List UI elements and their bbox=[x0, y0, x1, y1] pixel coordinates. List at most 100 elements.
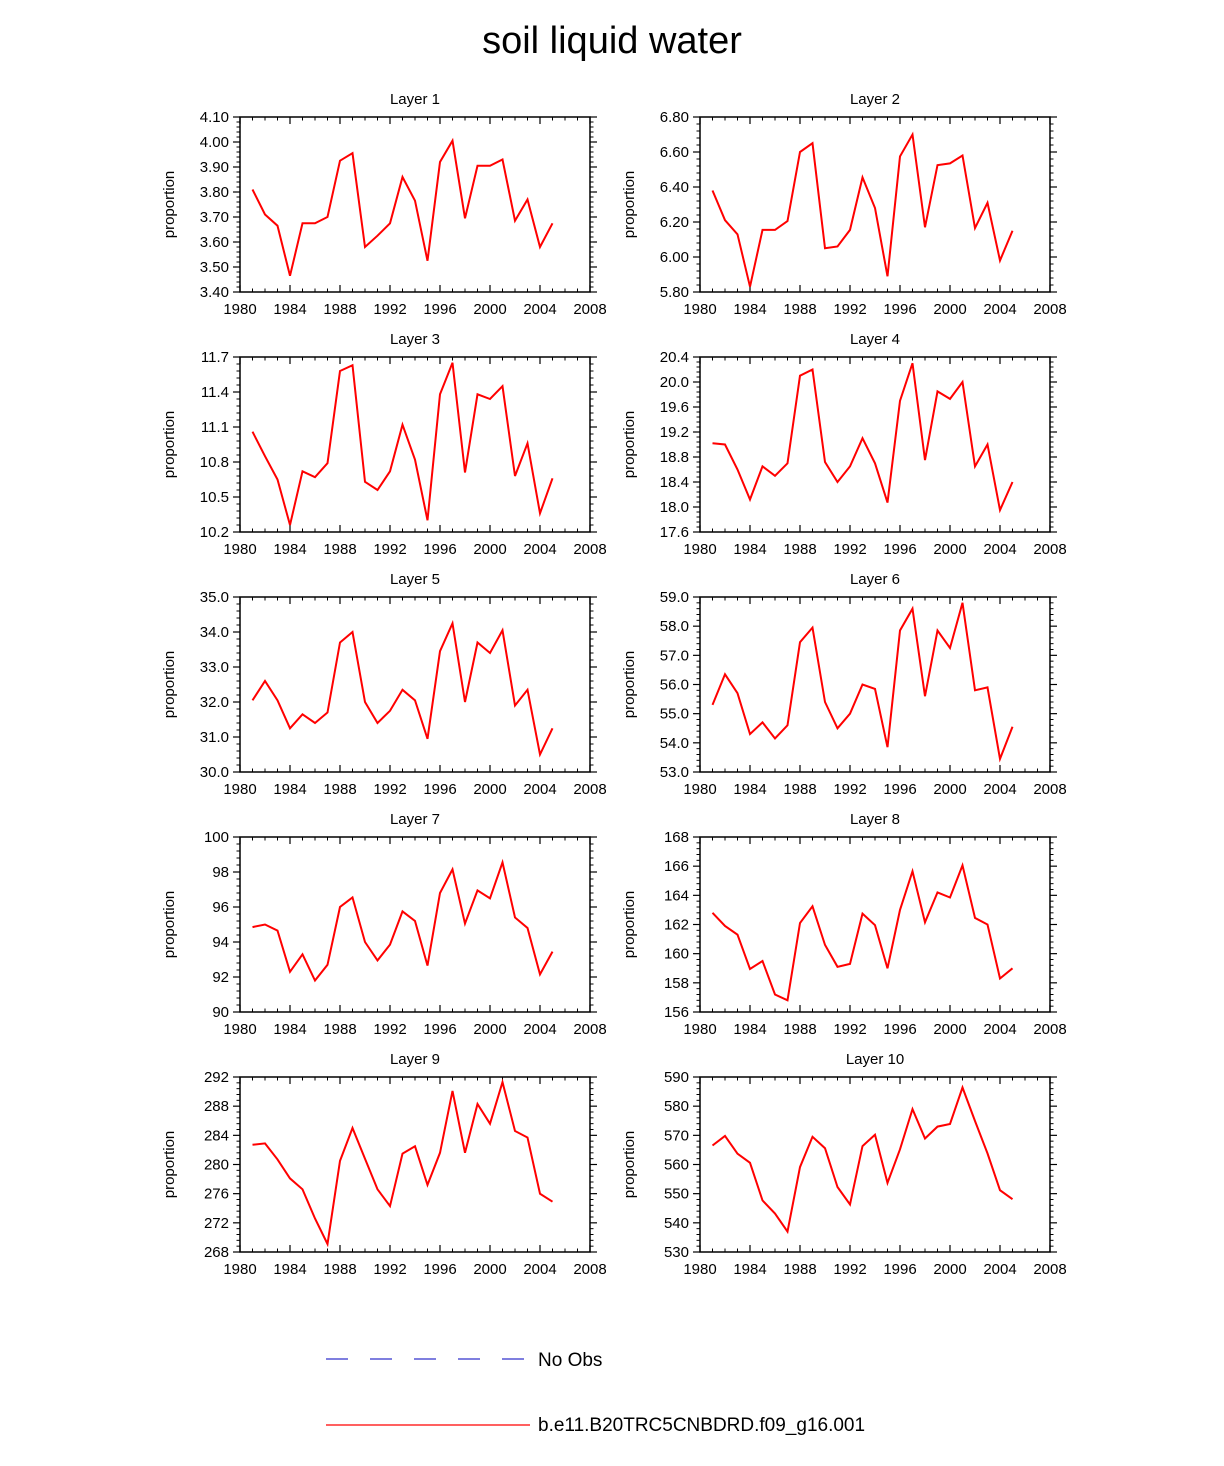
y-tick-label: 20.4 bbox=[660, 349, 689, 366]
x-tick-label: 1992 bbox=[833, 1261, 866, 1278]
y-tick-label: 33.0 bbox=[200, 659, 229, 676]
y-tick-label: 10.2 bbox=[200, 524, 229, 541]
x-tick-label: 2004 bbox=[983, 781, 1016, 798]
x-tick-label: 2004 bbox=[983, 1021, 1016, 1038]
x-tick-label: 1988 bbox=[323, 301, 356, 318]
panel-5: Layer 5 proportion 1980 1984 1988 1992 1996 200… bbox=[161, 571, 607, 798]
y-axis-label: proportion bbox=[621, 1131, 638, 1199]
y-tick-label: 6.20 bbox=[660, 214, 689, 231]
y-tick-label: 580 bbox=[664, 1098, 689, 1115]
y-tick-label: 35.0 bbox=[200, 589, 229, 606]
series-line bbox=[251, 362, 554, 526]
y-tick-label: 57.0 bbox=[660, 647, 689, 664]
panel-9: Layer 9 proportion 1980 1984 1988 1992 1996 200… bbox=[161, 1051, 607, 1278]
x-tick-label: 1980 bbox=[223, 541, 256, 558]
x-tick-label: 1984 bbox=[733, 541, 766, 558]
y-tick-label: 11.7 bbox=[201, 349, 229, 366]
plot-frame bbox=[699, 356, 1051, 533]
x-tick-label: 1996 bbox=[883, 301, 916, 318]
y-tick-label: 3.80 bbox=[200, 184, 229, 201]
y-tick-label: 54.0 bbox=[660, 735, 689, 752]
y-tick-label: 94 bbox=[212, 934, 229, 951]
series-line bbox=[711, 602, 1014, 763]
y-tick-label: 18.4 bbox=[660, 474, 689, 491]
y-tick-label: 3.60 bbox=[200, 234, 229, 251]
y-tick-label: 11.4 bbox=[201, 384, 229, 401]
panel-1: Layer 1 proportion 1980 1984 1988 1992 1996 200… bbox=[161, 91, 607, 318]
x-tick-label: 1984 bbox=[273, 301, 306, 318]
x-tick-label: 1980 bbox=[683, 1261, 716, 1278]
y-axis-label: proportion bbox=[621, 651, 638, 719]
y-tick-label: 56.0 bbox=[660, 677, 689, 694]
series-line bbox=[712, 362, 1014, 514]
x-tick-label: 1980 bbox=[683, 1021, 716, 1038]
y-tick-label: 272 bbox=[204, 1215, 229, 1232]
y-axis-label: proportion bbox=[621, 891, 638, 959]
x-tick-label: 2000 bbox=[933, 1261, 966, 1278]
y-tick-label: 6.00 bbox=[660, 249, 689, 266]
series-line bbox=[711, 862, 1014, 1002]
x-tick-label: 1980 bbox=[223, 301, 256, 318]
y-tick-label: 34.0 bbox=[200, 624, 229, 641]
x-tick-label: 1992 bbox=[373, 1021, 406, 1038]
x-tick-label: 1996 bbox=[423, 301, 456, 318]
y-tick-label: 20.0 bbox=[660, 374, 689, 391]
x-tick-label: 2000 bbox=[933, 781, 966, 798]
panel-title: Layer 9 bbox=[390, 1051, 440, 1068]
y-tick-label: 6.40 bbox=[660, 179, 689, 196]
x-tick-label: 1996 bbox=[423, 541, 456, 558]
y-tick-label: 6.80 bbox=[660, 109, 689, 126]
x-tick-label: 2000 bbox=[473, 1261, 506, 1278]
y-axis-label: proportion bbox=[621, 171, 638, 239]
x-tick-label: 1996 bbox=[883, 541, 916, 558]
x-tick-label: 1984 bbox=[733, 1261, 766, 1278]
plot-frame bbox=[699, 1076, 1051, 1253]
x-tick-label: 1992 bbox=[373, 541, 406, 558]
x-tick-label: 2008 bbox=[1033, 1021, 1066, 1038]
y-tick-label: 158 bbox=[664, 975, 689, 992]
panel-10: Layer 10 proportion 1980 1984 1988 1992 1996 20… bbox=[621, 1051, 1067, 1278]
panel-title: Layer 1 bbox=[390, 91, 440, 108]
x-tick-label: 1984 bbox=[733, 301, 766, 318]
y-tick-label: 3.40 bbox=[200, 284, 229, 301]
y-tick-label: 10.5 bbox=[200, 489, 229, 506]
x-tick-label: 2004 bbox=[523, 781, 556, 798]
y-axis-label: proportion bbox=[161, 1131, 178, 1199]
x-tick-label: 1996 bbox=[883, 1261, 916, 1278]
x-tick-label: 2004 bbox=[523, 541, 556, 558]
y-tick-label: 10.8 bbox=[200, 454, 229, 471]
y-tick-label: 6.60 bbox=[660, 144, 689, 161]
panel-title: Layer 4 bbox=[850, 331, 900, 348]
x-tick-label: 2000 bbox=[473, 781, 506, 798]
y-axis-label: proportion bbox=[161, 171, 178, 239]
panel-3: Layer 3 proportion 1980 1984 1988 1992 1996 200… bbox=[161, 331, 607, 558]
y-axis-label: proportion bbox=[161, 891, 178, 959]
y-tick-label: 98 bbox=[212, 864, 229, 881]
series-line bbox=[711, 1084, 1014, 1235]
x-tick-label: 1996 bbox=[883, 781, 916, 798]
x-tick-label: 1980 bbox=[683, 541, 716, 558]
panel-title: Layer 2 bbox=[850, 91, 900, 108]
x-tick-label: 2008 bbox=[573, 1261, 606, 1278]
y-tick-label: 288 bbox=[204, 1098, 229, 1115]
legend-label-no-obs: No Obs bbox=[538, 1350, 602, 1371]
x-tick-label: 2000 bbox=[933, 1021, 966, 1038]
x-tick-label: 1988 bbox=[783, 301, 816, 318]
x-tick-label: 1984 bbox=[273, 541, 306, 558]
y-tick-label: 164 bbox=[664, 887, 689, 904]
y-tick-label: 280 bbox=[204, 1157, 229, 1174]
y-tick-label: 160 bbox=[664, 946, 689, 963]
panel-4: Layer 4 proportion 1980 1984 1988 1992 1996 200… bbox=[621, 331, 1067, 558]
x-tick-label: 2004 bbox=[983, 1261, 1016, 1278]
series-line bbox=[251, 619, 554, 758]
series-line bbox=[252, 858, 554, 983]
panel-title: Layer 7 bbox=[390, 811, 440, 828]
y-tick-label: 58.0 bbox=[660, 618, 689, 635]
x-tick-label: 2008 bbox=[573, 1021, 606, 1038]
x-tick-label: 1992 bbox=[373, 301, 406, 318]
y-tick-label: 18.0 bbox=[660, 499, 689, 516]
y-tick-label: 19.2 bbox=[660, 424, 689, 441]
y-tick-label: 19.6 bbox=[660, 399, 689, 416]
x-tick-label: 2000 bbox=[473, 301, 506, 318]
